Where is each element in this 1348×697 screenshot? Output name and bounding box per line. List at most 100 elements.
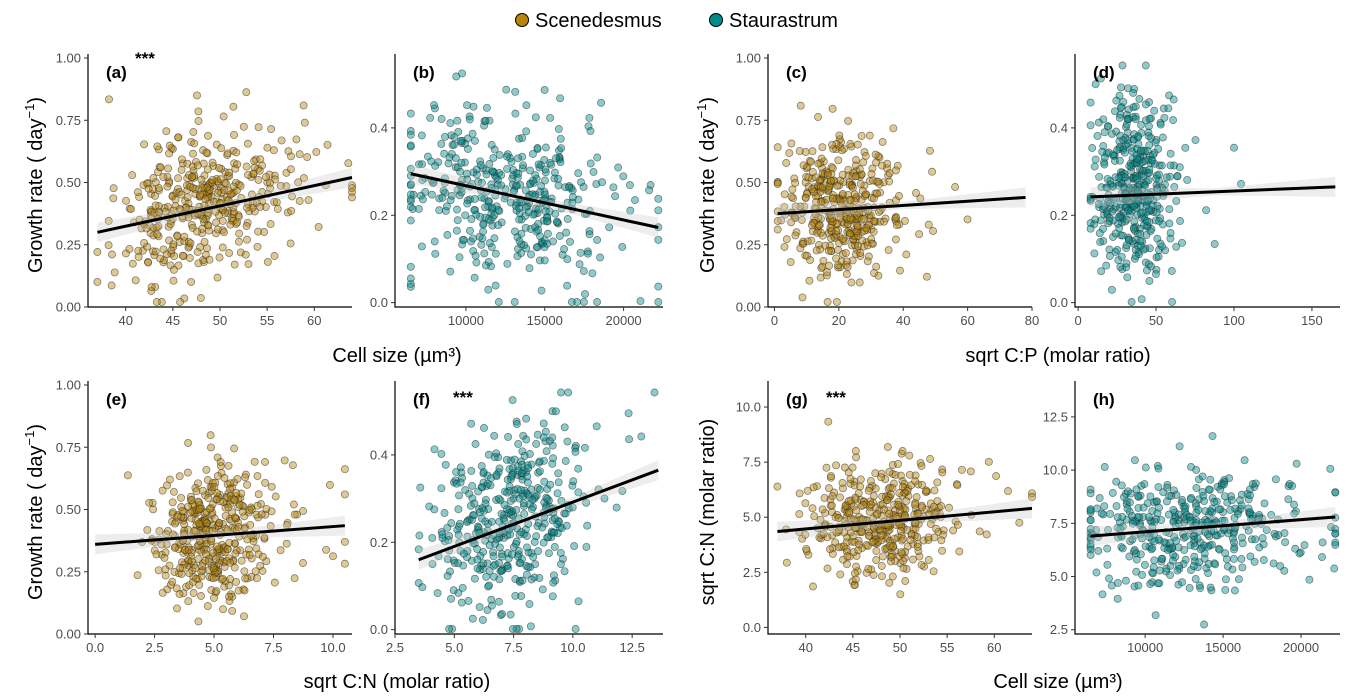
data-point <box>273 204 282 213</box>
data-point <box>452 226 461 235</box>
data-point <box>846 474 855 483</box>
data-point <box>109 184 118 193</box>
data-point <box>477 178 486 187</box>
data-point <box>816 273 825 282</box>
data-point <box>108 250 116 259</box>
data-point <box>808 168 817 176</box>
y-tick-label: 0.4 <box>370 447 388 462</box>
data-point <box>1187 462 1195 471</box>
data-point <box>517 229 526 238</box>
data-point <box>532 174 541 183</box>
data-point <box>549 237 557 246</box>
data-point <box>1154 464 1163 473</box>
data-point <box>1234 575 1243 584</box>
data-point <box>451 154 460 163</box>
data-point <box>1133 154 1142 163</box>
data-point <box>521 223 530 232</box>
data-point <box>929 227 938 235</box>
data-point <box>186 239 195 248</box>
data-point <box>168 508 177 517</box>
points-d <box>1086 61 1245 306</box>
data-point <box>885 467 894 476</box>
x-tick-label: 10000 <box>1127 640 1163 655</box>
data-point <box>925 146 934 155</box>
data-point <box>867 239 876 248</box>
x-tick-label: 150 <box>1301 313 1323 328</box>
data-point <box>1129 135 1138 144</box>
data-point <box>249 169 258 178</box>
data-point <box>865 131 874 140</box>
data-point <box>782 235 791 244</box>
data-point <box>475 508 484 517</box>
data-point <box>171 519 179 528</box>
data-point <box>177 190 186 199</box>
data-point <box>512 537 521 546</box>
data-point <box>1153 497 1161 506</box>
data-point <box>1136 237 1145 246</box>
data-point <box>258 552 267 561</box>
data-point <box>1175 442 1184 451</box>
data-point <box>171 195 180 204</box>
data-point <box>1145 114 1154 123</box>
data-point <box>853 140 862 149</box>
data-point <box>226 220 235 229</box>
x-tick-label: 5.0 <box>205 640 223 655</box>
data-point <box>851 172 860 181</box>
data-point <box>516 559 525 568</box>
data-point <box>528 149 537 158</box>
panel-g: 40 45 50 55 60 0.0 2.5 5.0 7.5 10.0 (g) *** <box>736 381 1036 655</box>
y-tick-label: 1.00 <box>56 378 81 393</box>
data-point <box>1139 172 1148 181</box>
data-point <box>168 577 177 586</box>
data-point <box>554 181 563 190</box>
data-point <box>446 267 455 276</box>
y-tick-label: 5.0 <box>1050 569 1068 584</box>
data-point <box>212 229 220 238</box>
data-point <box>1260 499 1269 508</box>
data-point <box>1157 161 1166 170</box>
data-point <box>526 166 534 175</box>
data-point <box>511 87 520 96</box>
data-point <box>237 556 246 565</box>
data-point <box>554 125 563 134</box>
data-point <box>780 190 789 199</box>
data-point <box>271 492 280 501</box>
data-point <box>850 190 859 199</box>
data-point <box>1221 549 1230 558</box>
fit-line <box>777 195 1026 216</box>
data-point <box>1132 485 1141 494</box>
data-point <box>457 598 466 607</box>
data-point <box>165 141 174 150</box>
data-point <box>544 533 553 542</box>
data-point <box>856 249 865 257</box>
data-point <box>233 218 242 227</box>
data-point <box>147 283 156 292</box>
data-point <box>894 500 903 509</box>
data-point <box>586 127 595 136</box>
data-point <box>827 472 835 481</box>
data-point <box>824 246 833 255</box>
data-point <box>870 269 879 277</box>
data-point <box>1146 579 1155 588</box>
data-point <box>193 161 202 170</box>
data-point <box>169 240 178 249</box>
data-point <box>532 243 541 252</box>
data-point <box>1137 121 1145 129</box>
data-point <box>1156 239 1165 248</box>
data-point <box>515 215 524 224</box>
data-point <box>515 237 524 246</box>
data-point <box>491 560 500 569</box>
data-point <box>522 570 531 579</box>
data-point <box>1163 546 1172 554</box>
data-point <box>893 161 902 170</box>
data-point <box>884 246 893 255</box>
data-point <box>437 449 446 458</box>
data-point <box>1095 229 1104 238</box>
data-point <box>853 231 862 240</box>
data-point <box>519 161 528 170</box>
data-point <box>1118 61 1127 70</box>
x-tick-label: 0.0 <box>86 640 104 655</box>
data-point <box>1086 224 1095 233</box>
data-point <box>930 486 939 495</box>
y-tick-label: 0.0 <box>1050 295 1068 310</box>
